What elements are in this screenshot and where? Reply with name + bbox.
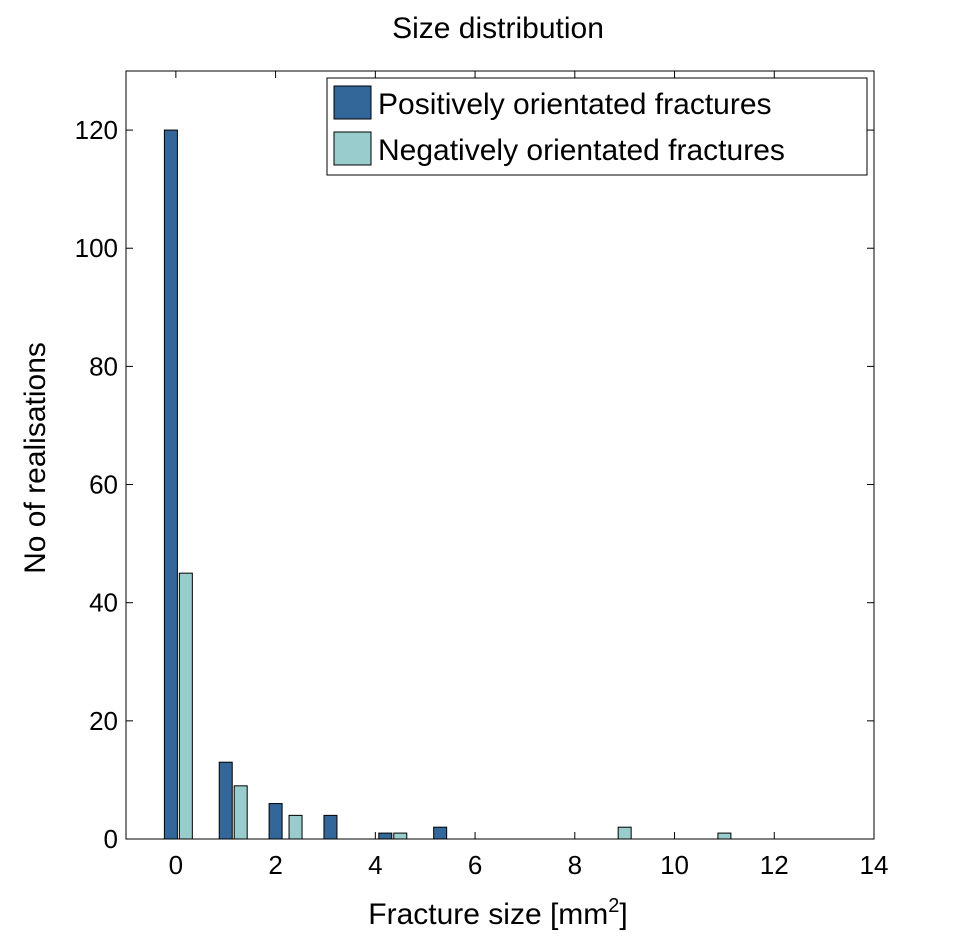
bar-negative — [288, 814, 303, 840]
chart-title: Size distribution — [392, 12, 604, 45]
x-tick-label: 14 — [860, 850, 889, 880]
y-tick-label: 80 — [89, 351, 118, 381]
y-axis-ticks: 0 20 40 60 80 100 120 — [75, 115, 874, 854]
y-tick-label: 20 — [89, 706, 118, 736]
plot-area-frame — [125, 70, 875, 840]
x-axis-label: Fracture size [mm2] — [368, 895, 628, 931]
x-tick-label: 12 — [760, 850, 789, 880]
bar-positive — [433, 826, 448, 840]
y-axis-label: No of realisations — [19, 342, 52, 574]
y-tick-label: 120 — [75, 115, 118, 145]
bar-negative — [717, 832, 732, 840]
legend-label-positive: Positively orientated fractures — [378, 88, 772, 121]
x-tick-label: 6 — [468, 850, 482, 880]
x-axis-label-superscript: 2 — [608, 895, 619, 917]
bar-positive — [163, 129, 178, 840]
y-tick-label: 100 — [75, 233, 118, 263]
bar-positive — [268, 803, 283, 840]
x-tick-label: 4 — [368, 850, 382, 880]
legend-box — [326, 77, 868, 176]
legend: Positively orientated fractures Negative… — [326, 77, 868, 176]
bar-positive — [323, 814, 338, 840]
y-tick-label: 40 — [89, 588, 118, 618]
bar-negative — [617, 826, 632, 840]
legend-swatch-positive — [333, 85, 372, 120]
x-axis-ticks: 0 2 4 6 8 10 12 14 — [169, 71, 889, 880]
x-tick-label: 10 — [660, 850, 689, 880]
x-tick-label: 8 — [568, 850, 582, 880]
y-tick-label: 60 — [89, 470, 118, 500]
x-axis-label-end: ] — [619, 898, 627, 931]
bar-positive — [218, 761, 233, 840]
bars-group — [163, 129, 732, 840]
x-tick-label: 2 — [268, 850, 282, 880]
bar-negative — [393, 832, 408, 840]
y-tick-label: 0 — [104, 824, 118, 854]
legend-label-negative: Negatively orientated fractures — [378, 134, 785, 167]
bar-negative — [233, 785, 248, 840]
legend-swatch-negative — [333, 131, 372, 166]
bar-negative — [178, 572, 193, 840]
bar-positive — [378, 832, 393, 840]
x-axis-label-main: Fracture size [mm — [368, 898, 608, 931]
x-tick-label: 0 — [169, 850, 183, 880]
